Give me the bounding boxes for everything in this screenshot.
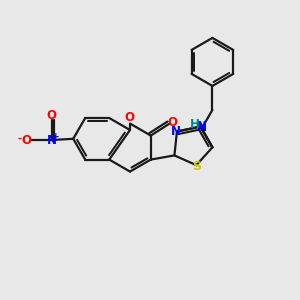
Text: O: O bbox=[124, 111, 134, 124]
Text: +: + bbox=[52, 131, 60, 140]
Text: N: N bbox=[171, 125, 181, 138]
Text: N: N bbox=[47, 134, 57, 146]
Text: N: N bbox=[196, 121, 207, 134]
Text: H: H bbox=[190, 118, 200, 131]
Text: O: O bbox=[167, 116, 177, 129]
Text: N: N bbox=[197, 120, 207, 133]
Text: O: O bbox=[21, 134, 31, 146]
Text: S: S bbox=[192, 160, 201, 173]
Text: -: - bbox=[17, 134, 21, 144]
Text: O: O bbox=[47, 109, 57, 122]
